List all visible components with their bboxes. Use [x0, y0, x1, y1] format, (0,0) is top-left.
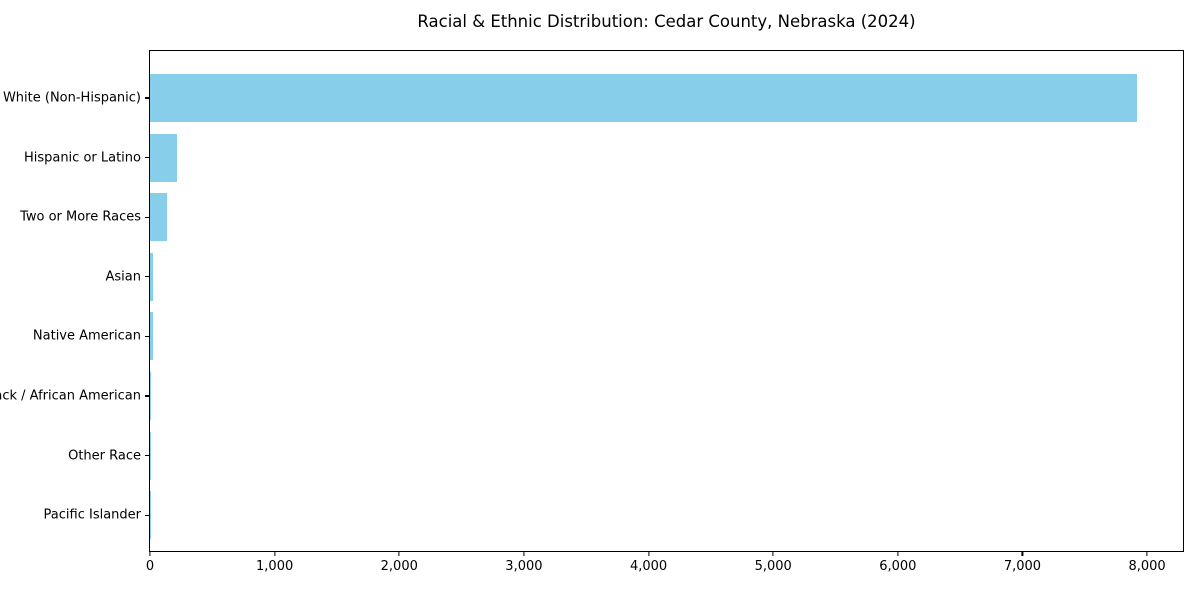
x-tick-label: 4,000 — [629, 559, 668, 574]
y-tick-label: White (Non-Hispanic) — [2, 90, 141, 106]
x-tick-mark — [523, 551, 525, 556]
x-tick-mark — [149, 551, 151, 556]
x-tick-mark — [274, 551, 276, 556]
bar-hispanic-or-latino — [150, 133, 177, 182]
x-tick-mark — [647, 551, 650, 556]
y-tick-mark — [145, 216, 150, 218]
x-tick-mark — [772, 551, 774, 556]
bar-asian — [150, 252, 154, 301]
plot-area: White (Non-Hispanic) Hispanic or Latino Tw… — [0, 50, 1184, 573]
bar-black-african-american — [150, 372, 152, 420]
y-tick-label: Asian — [105, 269, 141, 285]
y-tick-label: Other Race — [68, 448, 141, 464]
y-tick-label: Black / African American — [0, 388, 141, 404]
y-tick-label: Native American — [32, 328, 141, 344]
x-tick-label: 5,000 — [754, 559, 792, 574]
bar-white-non-hispanic — [150, 74, 1137, 122]
x-tick-label: 6,000 — [879, 559, 917, 574]
y-tick-mark — [145, 514, 150, 516]
x-tick-label: 8,000 — [1128, 559, 1166, 574]
y-tick-label: Two or More Races — [20, 209, 141, 225]
x-tick-label: 0 — [145, 559, 155, 574]
y-tick-label: Hispanic or Latino — [23, 150, 141, 166]
x-tick-mark — [1021, 551, 1024, 556]
bar-two-or-more-races — [150, 193, 167, 242]
y-tick-mark — [145, 395, 150, 397]
x-tick-mark — [398, 551, 400, 556]
y-tick-mark — [145, 157, 150, 159]
x-tick-label: 1,000 — [256, 559, 294, 574]
x-tick-label: 2,000 — [380, 559, 418, 574]
bar-other-race — [150, 431, 151, 480]
y-tick-mark — [145, 335, 150, 337]
x-tick-label: 7,000 — [1003, 559, 1042, 574]
bar-pacific-islander — [150, 491, 151, 540]
x-tick-mark — [897, 551, 899, 556]
bar-native-american — [150, 312, 154, 361]
y-tick-mark — [145, 276, 150, 278]
y-tick-mark — [145, 97, 150, 99]
y-tick-mark — [145, 455, 150, 457]
chart-title: Racial & Ethnic Distribution: Cedar Coun… — [417, 12, 916, 31]
x-tick-label: 3,000 — [505, 559, 543, 574]
x-tick-mark — [1146, 551, 1148, 556]
y-tick-label: Pacific Islander — [43, 507, 141, 523]
